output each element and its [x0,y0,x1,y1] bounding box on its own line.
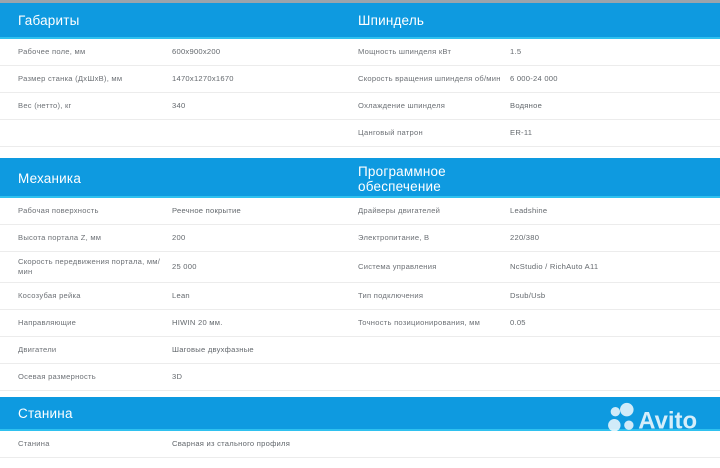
spec-label: Косозубая рейка [18,291,81,300]
spec-label: Цанговый патрон [358,128,423,137]
spec-value: Шаговые двухфазные [172,345,254,354]
spec-label: Станина [18,439,50,448]
spec-value: NcStudio / RichAuto A11 [510,262,599,271]
spec-label: Осевая размерность [18,372,96,381]
spec-label: Рабочее поле, мм [18,47,86,56]
section-header-band-3: Станина [0,397,720,431]
spec-label: Охлаждение шпинделя [358,101,446,110]
spec-value: Dsub/Usb [510,291,546,300]
section-gap [0,391,720,397]
table-row: Двигатели Шаговые двухфазные [0,337,720,364]
table-row: Рабочая поверхность Реечное покрытие Дра… [0,198,720,225]
table-row: Размер станка (ДхШхВ), мм 1470x1270x1670… [0,66,720,93]
spec-label: Размер станка (ДхШхВ), мм [18,74,123,83]
spec-value: 340 [172,101,186,110]
spec-grid-2: Рабочая поверхность Реечное покрытие Дра… [0,198,720,391]
spec-value: Сварная из стального профиля [172,439,291,448]
spec-label: Система управления [358,262,437,271]
table-row: Вес (нетто), кг 340 Охлаждение шпинделя … [0,93,720,120]
spec-label: Драйверы двигателей [358,206,441,215]
spec-label: Тип подключения [358,291,424,300]
table-row: Скорость передвижения портала, мм/мин 25… [0,252,720,283]
spec-label: Направляющие [18,318,77,327]
spec-label: Электропитание, В [358,233,430,242]
table-row: Осевая размерность 3D [0,364,720,391]
spec-label: Вес (нетто), кг [18,101,72,110]
section-title-shpindel: Шпиндель [358,12,425,28]
spec-value: 3D [172,372,183,381]
spec-label: Точность позиционирования, мм [358,317,481,327]
bottom-spacer [0,458,720,468]
spec-label: Скорость передвижения портала, мм/мин [18,256,161,277]
spec-value: Реечное покрытие [172,206,241,215]
spec-label: Двигатели [18,345,57,354]
spec-value: 600x900x200 [172,47,221,56]
spec-value: 200 [172,233,186,242]
table-row: Рабочее поле, мм 600x900x200 Мощность шп… [0,39,720,66]
table-row: Цанговый патрон ER-11 [0,120,720,147]
spec-value: Lean [172,291,190,300]
table-row: Высота портала Z, мм 200 Электропитание,… [0,225,720,252]
section-gap [0,147,720,158]
spec-grid-3: Станина Сварная из стального профиля [0,431,720,458]
spec-value: Leadshine [510,206,548,215]
table-row: Станина Сварная из стального профиля [0,431,720,458]
spec-label: Мощность шпинделя кВт [358,47,452,56]
section-title-gabarity: Габариты [18,12,80,28]
spec-value: 0.05 [510,318,526,327]
section-header-band-1: Габариты Шпиндель [0,3,720,39]
spec-value: 1.5 [510,47,522,56]
spec-value: 1470x1270x1670 [172,74,234,83]
spec-sheet-page: Габариты Шпиндель Рабочее поле, мм 600x9… [0,0,720,458]
spec-value: 6 000-24 000 [510,74,558,83]
spec-value: ER-11 [510,128,533,137]
section-title-po: Программное обеспечение [358,164,446,194]
spec-value: HIWIN 20 мм. [172,318,223,327]
spec-label: Высота портала Z, мм [18,233,102,242]
spec-grid-1: Рабочее поле, мм 600x900x200 Мощность шп… [0,39,720,147]
spec-value: 25 000 [172,262,197,271]
table-row: Косозубая рейка Lean Тип подключения Dsu… [0,283,720,310]
spec-label: Рабочая поверхность [18,206,99,215]
section-title-stanina: Станина [18,405,73,421]
spec-label: Скорость вращения шпинделя об/мин [358,74,501,83]
table-row: Направляющие HIWIN 20 мм. Точность позиц… [0,310,720,337]
spec-value: Водяное [510,101,543,110]
spec-value: 220/380 [510,233,540,242]
section-title-mehanika: Механика [18,171,82,186]
section-header-band-2: Механика Программное обеспечение [0,158,720,198]
